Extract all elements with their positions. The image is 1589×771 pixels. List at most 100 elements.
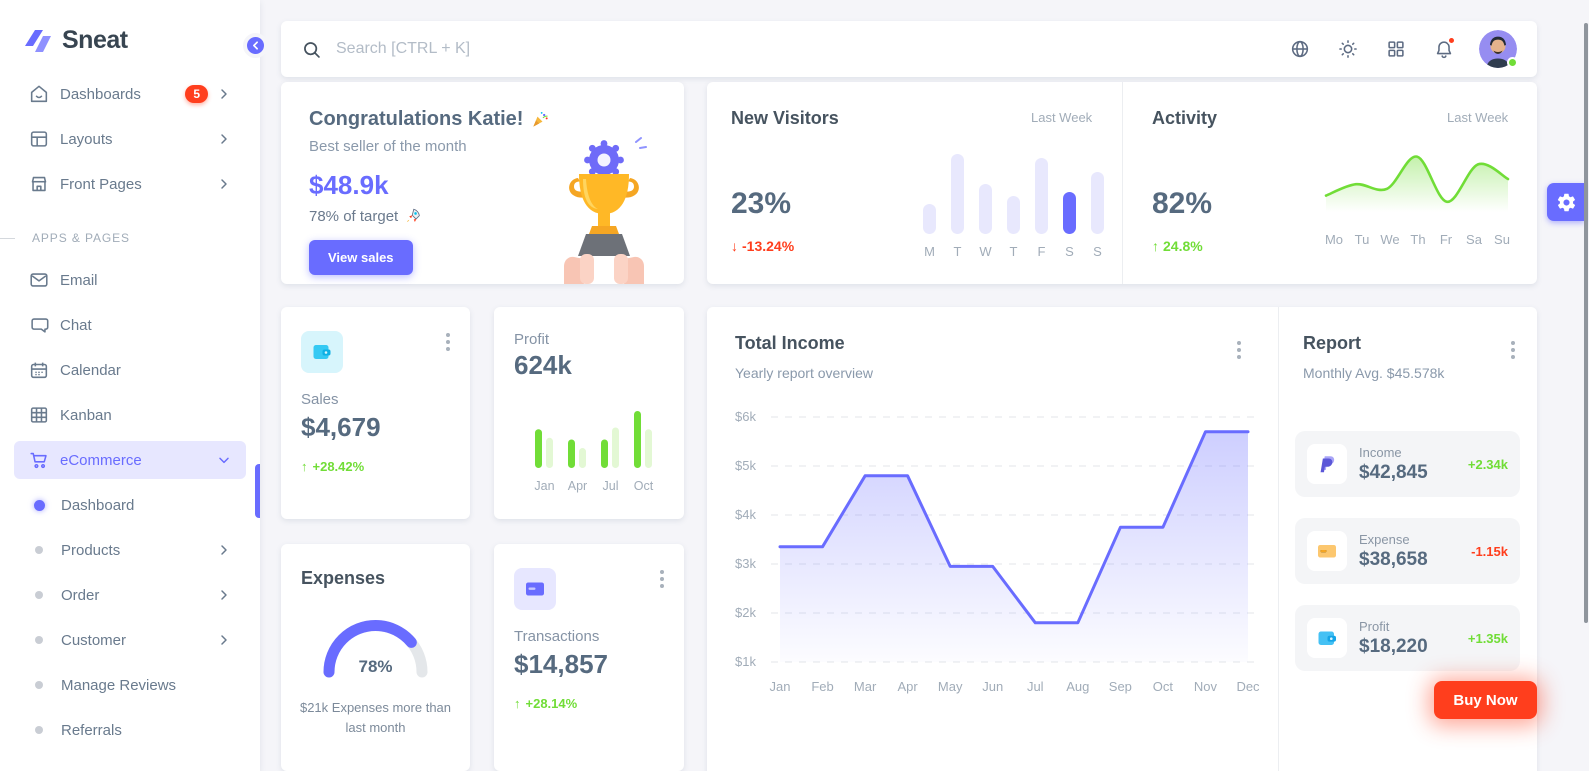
congrats-target: 78% of target (309, 207, 656, 225)
view-sales-button[interactable]: View sales (309, 240, 413, 275)
user-avatar[interactable] (1479, 30, 1518, 68)
sidebar-item-kanban[interactable]: Kanban (14, 396, 246, 434)
sidebar-subitem-order[interactable]: Order (14, 576, 246, 614)
expenses-note: $21k Expenses more than last month (299, 700, 452, 735)
sidebar-item-email[interactable]: Email (14, 261, 246, 299)
grid-icon (1388, 41, 1404, 57)
profit-card: Profit 624k Jan Apr Jul Oct (494, 307, 684, 519)
chevron-right-icon (216, 131, 232, 147)
sidebar-subitem-dashboard[interactable]: Dashboard (14, 486, 246, 524)
rocket-icon (407, 208, 421, 222)
shortcuts-grid-button[interactable] (1377, 30, 1415, 68)
card-divider (1122, 82, 1123, 284)
sidebar-item-label: Kanban (60, 406, 112, 424)
chevron-right-icon (216, 86, 232, 102)
sidebar-item-chat[interactable]: Chat (14, 306, 246, 344)
congrats-subtitle: Best seller of the month (309, 138, 467, 155)
report-menu-button[interactable] (1505, 335, 1521, 365)
theme-customizer-button[interactable] (1547, 183, 1585, 221)
sidebar-item-calendar[interactable]: Calendar (14, 351, 246, 389)
bullet-dot-icon (35, 636, 43, 644)
expenses-card: Expenses 78% $21k Expenses more than las… (281, 544, 470, 771)
total-income-menu-button[interactable] (1231, 335, 1247, 365)
sidebar-item-label: Customer (61, 631, 127, 649)
visitors-bar-chart (923, 154, 1104, 234)
sidebar-menu: Dashboards 5 Layouts Front Pages (0, 75, 260, 749)
transactions-delta: ↑ +28.14% (514, 696, 578, 711)
sidebar-item-front-pages[interactable]: Front Pages (14, 165, 246, 203)
arrow-down-icon: ↓ (731, 238, 738, 254)
sidebar-item-label: Layouts (60, 130, 113, 148)
svg-text:Oct: Oct (1153, 679, 1174, 694)
svg-text:Nov: Nov (1194, 679, 1218, 694)
storefront-icon (31, 176, 47, 192)
transactions-menu-button[interactable] (654, 564, 670, 594)
sidebar-item-dashboards[interactable]: Dashboards 5 (14, 75, 246, 113)
sidebar-item-label: Front Pages (60, 175, 142, 193)
visitors-title: New Visitors (731, 108, 839, 128)
visitors-value: 23% (731, 187, 792, 220)
brand-logo[interactable]: Sneat (0, 0, 260, 55)
language-globe-button[interactable] (1281, 30, 1319, 68)
sidebar-section-header: APPS & PAGES (0, 231, 260, 245)
cart-icon (30, 452, 47, 469)
sidebar-subitem-manage-reviews[interactable]: Manage Reviews (14, 666, 246, 704)
paypal-icon (1307, 444, 1347, 484)
home-icon (30, 85, 48, 103)
sales-menu-button[interactable] (440, 327, 456, 357)
total-income-title: Total Income (735, 333, 845, 353)
topbar (281, 21, 1537, 77)
svg-text:$5k: $5k (735, 458, 756, 473)
sidebar-item-label: eCommerce (60, 451, 142, 469)
report-row-delta: +2.34k (1467, 456, 1508, 472)
online-status-dot (1507, 57, 1518, 68)
search-bar (301, 39, 1281, 60)
sneat-logo-icon (25, 29, 51, 52)
sidebar-item-ecommerce[interactable]: eCommerce (14, 441, 246, 479)
sidebar-subitem-customer[interactable]: Customer (14, 621, 246, 659)
theme-toggle-button[interactable] (1329, 30, 1367, 68)
sales-label: Sales (301, 391, 339, 408)
sidebar-item-label: Email (60, 271, 98, 289)
credit-card-orange-icon (1307, 531, 1347, 571)
party-popper-icon (533, 111, 549, 127)
card-divider (1278, 307, 1279, 771)
notifications-button[interactable] (1425, 30, 1463, 68)
search-icon[interactable] (301, 39, 322, 60)
svg-text:Jul: Jul (1027, 679, 1044, 694)
bullet-dot-icon (35, 726, 43, 734)
profit-value: 624k (514, 350, 572, 380)
sidebar-item-label: Products (61, 541, 121, 559)
sidebar-item-label: Dashboards (60, 85, 141, 103)
profit-bar-chart (535, 411, 652, 468)
visitors-delta: ↓ -13.24% (731, 238, 795, 254)
sidebar-subitem-referrals[interactable]: Referrals (14, 711, 246, 749)
sales-icon-box (301, 331, 343, 373)
transactions-card: Transactions $14,857 ↑ +28.14% (494, 544, 684, 771)
buy-now-button[interactable]: Buy Now (1434, 681, 1537, 719)
vertical-scrollbar[interactable] (1584, 23, 1588, 623)
email-icon (30, 273, 48, 287)
sidebar-item-layouts[interactable]: Layouts (14, 120, 246, 158)
main-content: Congratulations Katie! Best seller of th… (260, 0, 1589, 771)
chevron-left-icon (253, 41, 258, 50)
arrow-up-icon: ↑ (301, 459, 308, 474)
sidebar-collapse-button[interactable] (243, 33, 268, 58)
credit-card-purple-icon (526, 582, 544, 596)
active-menu-indicator (255, 464, 260, 518)
svg-text:May: May (938, 679, 963, 694)
sales-card: Sales $4,679 ↑ +28.42% (281, 307, 470, 519)
svg-text:Feb: Feb (811, 679, 833, 694)
report-row-delta: -1.15k (1471, 543, 1508, 559)
svg-text:$4k: $4k (735, 507, 756, 522)
svg-text:Jan: Jan (770, 679, 791, 694)
profit-month-labels: Jan Apr Jul Oct (534, 479, 654, 493)
total-income-subtitle: Yearly report overview (735, 365, 873, 381)
search-input[interactable] (336, 40, 1281, 58)
activity-area-chart (1324, 155, 1510, 212)
bullet-dot-icon (35, 546, 43, 554)
sidebar-subitem-products[interactable]: Products (14, 531, 246, 569)
brand-name: Sneat (62, 26, 128, 54)
chat-icon (31, 318, 49, 333)
